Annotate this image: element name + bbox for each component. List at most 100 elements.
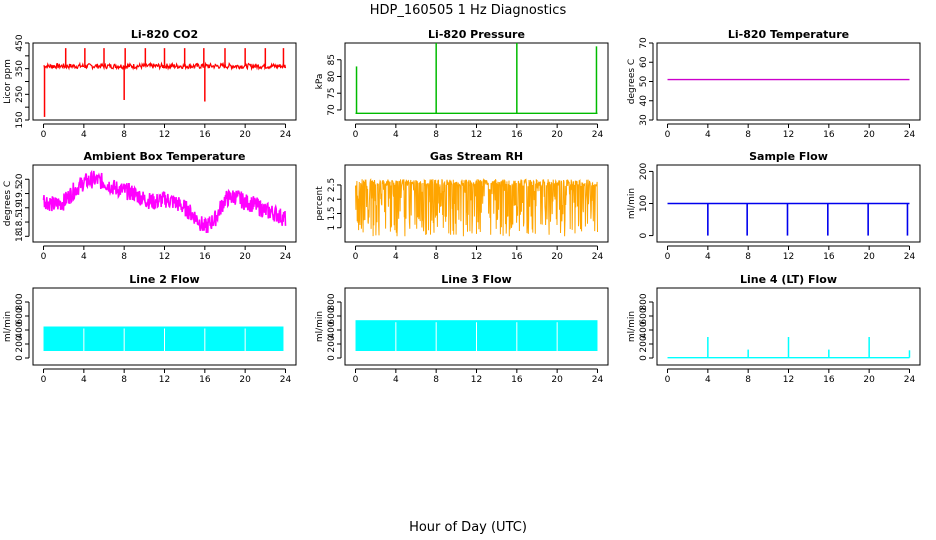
x-tick-label: 8 bbox=[121, 252, 127, 262]
plot-frame bbox=[656, 164, 921, 243]
y-axis-label: ml/min bbox=[627, 188, 637, 219]
flow-band bbox=[43, 326, 284, 351]
x-tick-label: 0 bbox=[353, 252, 359, 262]
y-tick-label: 70 bbox=[639, 37, 649, 49]
plot-frame bbox=[32, 164, 297, 243]
x-tick-label: 20 bbox=[863, 130, 875, 140]
y-tick-label: 50 bbox=[639, 76, 649, 88]
x-tick-label: 4 bbox=[705, 130, 711, 140]
series bbox=[667, 337, 911, 359]
x-axis-label: Hour of Day (UTC) bbox=[409, 520, 527, 535]
x-tick-label: 16 bbox=[511, 375, 523, 385]
x-axis: 0 4 8 12 16 20 24 bbox=[41, 245, 291, 262]
y-axis-label: ml/min bbox=[627, 311, 637, 342]
y-axis-label: Licor ppm bbox=[3, 59, 13, 104]
y-axis-label: degrees C bbox=[627, 59, 637, 104]
y-tick-label: 200 bbox=[327, 335, 337, 352]
x-tick-label: 8 bbox=[745, 252, 751, 262]
x-tick-label: 12 bbox=[471, 130, 482, 140]
y-axis: 0 100 200 bbox=[639, 163, 654, 238]
series bbox=[667, 202, 910, 236]
x-tick-label: 24 bbox=[280, 375, 292, 385]
y-tick-label: 0 bbox=[327, 355, 337, 361]
plot-frame bbox=[344, 287, 609, 366]
x-axis: 0 4 8 12 16 20 24 bbox=[665, 245, 916, 262]
y-tick-label: 450 bbox=[15, 34, 25, 51]
x-tick-label: 12 bbox=[159, 375, 170, 385]
panel-title: Line 2 Flow bbox=[129, 273, 199, 286]
x-tick-label: 24 bbox=[592, 130, 604, 140]
y-tick-label: 200 bbox=[639, 335, 649, 352]
y-axis: 30 40 50 60 70 bbox=[639, 37, 654, 126]
plot-frame bbox=[656, 287, 921, 366]
x-tick-label: 4 bbox=[705, 252, 711, 262]
x-tick-label: 12 bbox=[783, 375, 794, 385]
panel-4: Ambient Box Temperature 0 4 8 12 16 20 24 1818.5… bbox=[3, 150, 297, 262]
y-tick-label: 40 bbox=[639, 95, 649, 107]
x-tick-label: 12 bbox=[783, 130, 794, 140]
series bbox=[355, 43, 598, 115]
x-tick-label: 24 bbox=[592, 252, 604, 262]
rh-series-line bbox=[355, 177, 598, 237]
y-axis-label: percent bbox=[315, 186, 325, 221]
x-tick-label: 4 bbox=[81, 252, 87, 262]
x-tick-label: 4 bbox=[81, 130, 87, 140]
y-tick-label: 800 bbox=[327, 293, 337, 310]
y-tick-label: 75 bbox=[327, 87, 337, 98]
x-tick-label: 24 bbox=[592, 375, 604, 385]
y-tick-label: 250 bbox=[15, 85, 25, 102]
plot-frame bbox=[656, 42, 921, 121]
x-axis: 0 4 8 12 16 20 24 bbox=[665, 368, 915, 385]
y-tick-label: 600 bbox=[15, 307, 25, 324]
plot-frame bbox=[32, 287, 297, 366]
x-tick-label: 0 bbox=[41, 130, 47, 140]
x-tick-label: 8 bbox=[745, 375, 751, 385]
panel-title: Ambient Box Temperature bbox=[84, 150, 246, 163]
x-tick-label: 12 bbox=[471, 375, 482, 385]
x-tick-label: 0 bbox=[665, 252, 671, 262]
y-tick-label: 19.5 bbox=[15, 183, 25, 203]
x-tick-label: 20 bbox=[239, 375, 251, 385]
x-tick-label: 0 bbox=[665, 130, 671, 140]
x-tick-label: 16 bbox=[823, 252, 835, 262]
x-tick-label: 16 bbox=[511, 130, 523, 140]
x-tick-label: 8 bbox=[433, 375, 439, 385]
x-tick-label: 12 bbox=[159, 130, 170, 140]
panel-title: Line 3 Flow bbox=[441, 273, 511, 286]
x-tick-label: 20 bbox=[239, 130, 251, 140]
panel-title: Li-820 Pressure bbox=[428, 28, 525, 41]
y-axis-label: degrees C bbox=[3, 181, 13, 226]
y-tick-label: 800 bbox=[15, 293, 25, 310]
y-tick-label: 100 bbox=[639, 195, 649, 212]
x-tick-label: 0 bbox=[41, 252, 47, 262]
x-axis: 0 4 8 12 16 20 24 bbox=[665, 123, 916, 140]
x-axis: 0 4 8 12 16 20 24 bbox=[41, 368, 292, 385]
x-tick-label: 16 bbox=[823, 375, 835, 385]
x-tick-label: 24 bbox=[904, 130, 916, 140]
x-tick-label: 8 bbox=[121, 130, 127, 140]
x-tick-label: 20 bbox=[239, 252, 251, 262]
y-tick-label: 1.5 bbox=[327, 206, 337, 220]
y-axis-label: ml/min bbox=[3, 311, 13, 342]
x-tick-label: 4 bbox=[705, 375, 711, 385]
x-axis: 0 4 8 12 16 20 24 bbox=[353, 245, 604, 262]
series bbox=[355, 320, 598, 351]
x-tick-label: 0 bbox=[41, 375, 47, 385]
y-tick-label: 800 bbox=[639, 293, 649, 310]
y-tick-label: 60 bbox=[639, 56, 649, 68]
y-tick-label: 20 bbox=[15, 173, 25, 185]
y-tick-label: 600 bbox=[327, 307, 337, 324]
x-tick-label: 24 bbox=[904, 252, 916, 262]
y-tick-label: 0 bbox=[639, 232, 649, 238]
series bbox=[355, 177, 598, 237]
x-tick-label: 24 bbox=[280, 130, 292, 140]
y-tick-label: 350 bbox=[15, 60, 25, 77]
x-tick-label: 4 bbox=[393, 375, 399, 385]
x-tick-label: 20 bbox=[551, 252, 563, 262]
